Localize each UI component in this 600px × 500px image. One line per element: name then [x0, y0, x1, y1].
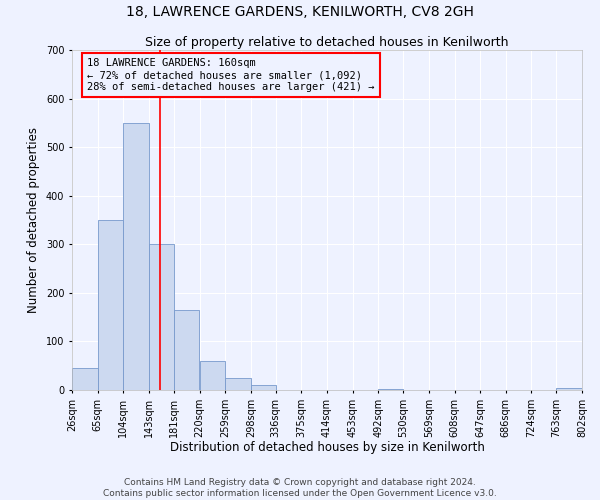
- Bar: [251, 385, 276, 390]
- Y-axis label: Number of detached properties: Number of detached properties: [28, 127, 40, 313]
- Title: Size of property relative to detached houses in Kenilworth: Size of property relative to detached ho…: [145, 36, 509, 49]
- Bar: [556, 388, 582, 390]
- Text: Contains HM Land Registry data © Crown copyright and database right 2024.
Contai: Contains HM Land Registry data © Crown c…: [103, 478, 497, 498]
- Bar: [123, 123, 149, 390]
- Bar: [378, 388, 403, 390]
- Bar: [98, 220, 123, 390]
- Bar: [174, 310, 199, 390]
- X-axis label: Distribution of detached houses by size in Kenilworth: Distribution of detached houses by size …: [170, 441, 484, 454]
- Bar: [149, 244, 174, 390]
- Text: 18, LAWRENCE GARDENS, KENILWORTH, CV8 2GH: 18, LAWRENCE GARDENS, KENILWORTH, CV8 2G…: [126, 5, 474, 19]
- Bar: [199, 361, 225, 390]
- Bar: [72, 368, 98, 390]
- Bar: [225, 378, 251, 390]
- Text: 18 LAWRENCE GARDENS: 160sqm
← 72% of detached houses are smaller (1,092)
28% of : 18 LAWRENCE GARDENS: 160sqm ← 72% of det…: [88, 58, 375, 92]
